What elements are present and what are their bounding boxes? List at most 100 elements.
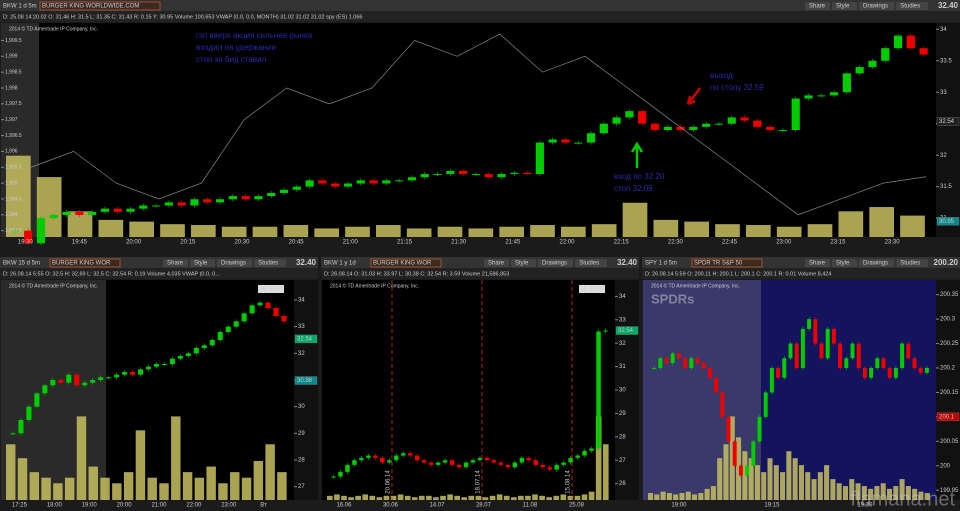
copyright: 2014 © TD Ameritrade IP Company, Inc. [651, 282, 740, 289]
last-price: 32.40 [617, 258, 638, 267]
volume-bar [761, 472, 767, 500]
volume-bar [648, 493, 654, 500]
y2-tick-label: 1,999 [5, 54, 18, 60]
toolbar-button-label[interactable]: Drawings [542, 261, 567, 267]
volume-bar [355, 495, 361, 500]
candle [257, 302, 263, 306]
toolbar-button-label[interactable]: Studies [900, 4, 920, 10]
candle [292, 186, 301, 190]
toolbar-button[interactable] [859, 2, 895, 10]
candle [664, 358, 669, 364]
candle [380, 457, 385, 463]
volume-bar [792, 458, 798, 500]
toolbar-button-label[interactable]: Studies [258, 261, 278, 267]
comparison-line [30, 33, 927, 216]
toolbar-button-label[interactable]: Share [809, 4, 826, 10]
volume-bar [830, 479, 836, 500]
toolbar-button-label[interactable]: Style [194, 261, 208, 267]
x-tick-label: Вт [260, 503, 267, 509]
toolbar-button-label[interactable]: Style [836, 4, 850, 10]
symbol: BKW 1 d 5m [3, 4, 37, 10]
candle [612, 117, 621, 124]
toolbar-button[interactable] [896, 259, 928, 267]
volume-bar [868, 488, 874, 500]
candle [714, 377, 719, 393]
volume-bar [900, 215, 925, 237]
toolbar-button[interactable] [832, 2, 857, 10]
toolbar-button[interactable] [575, 259, 607, 267]
toolbar-button-label[interactable]: Drawings [221, 261, 246, 267]
toolbar-button[interactable] [832, 259, 857, 267]
name-box [691, 258, 763, 268]
volume-bar [98, 219, 124, 237]
toolbar-button[interactable] [190, 259, 215, 267]
y-tick-label: 30 [619, 388, 626, 394]
candle [831, 328, 836, 344]
volume-bar [376, 225, 401, 237]
toolbar-button-label[interactable]: Style [836, 261, 850, 267]
candle [228, 196, 237, 200]
volume-bar [160, 224, 185, 237]
candle [881, 358, 886, 368]
candle [177, 202, 186, 206]
toolbar-button-label[interactable]: Share [809, 261, 826, 267]
candle [407, 177, 417, 181]
toolbar-button[interactable] [511, 259, 536, 267]
candle [382, 180, 391, 184]
toolbar-button-label[interactable]: Drawings [863, 4, 888, 10]
volume-bar [869, 207, 894, 237]
candle [273, 308, 279, 316]
volume-bar [406, 228, 432, 237]
info-bar [642, 268, 960, 279]
annotation: входил на удержании [196, 43, 276, 52]
toolbar-button-label[interactable]: Drawings [863, 261, 888, 267]
y2-tick-label: 1,994.5 [5, 196, 22, 202]
toolbar-button-label[interactable]: Style [515, 261, 529, 267]
toolbar-button[interactable] [805, 2, 830, 10]
candle [401, 453, 406, 456]
toolbar-button[interactable] [254, 259, 286, 267]
toolbar-button-label[interactable]: Studies [900, 261, 920, 267]
price-marker [936, 217, 960, 226]
candle [497, 174, 506, 178]
candle [50, 380, 56, 386]
x-tick-label: 22:15 [614, 240, 630, 246]
x-tick-label: 16.06 [336, 503, 352, 509]
volume-bar [685, 491, 691, 500]
toolbar-button[interactable] [217, 259, 253, 267]
toolbar-button[interactable] [163, 259, 188, 267]
toolbar-button[interactable] [896, 2, 928, 10]
annotation: гэп вверх акция сильнее рынка [196, 31, 313, 40]
candle [491, 460, 497, 463]
candle [267, 192, 276, 197]
volume-bar [376, 497, 383, 500]
candle [791, 98, 800, 130]
toolbar-button-label[interactable]: Share [488, 261, 505, 267]
candle [533, 460, 538, 465]
x-tick-label: 20:00 [126, 240, 142, 246]
volume-bar [861, 486, 867, 500]
candle [695, 358, 700, 364]
y-tick-label: 200 [940, 463, 951, 469]
annotation: стоп 32.09 [614, 184, 653, 193]
candle [740, 117, 749, 121]
info-line: D: 26.08.14 5:55 O: 32.5 H: 32.69 L: 32.… [3, 271, 220, 277]
toolbar-button-label[interactable]: Studies [579, 261, 599, 267]
candle [906, 35, 915, 49]
panel-header [0, 257, 318, 268]
info-line: D: 26.08.14 5:59 O: 200.11 H: 200.1 L: 2… [645, 271, 831, 277]
candle [689, 358, 694, 368]
shaded-session [643, 280, 761, 500]
volume-bar [532, 494, 538, 500]
toolbar-button[interactable] [805, 259, 830, 267]
candle [421, 460, 427, 463]
toolbar-button[interactable] [538, 259, 574, 267]
volume-bar [653, 219, 679, 237]
candle [794, 343, 799, 368]
toolbar-button-label[interactable]: Share [167, 261, 184, 267]
y-tick-label: 30 [298, 404, 305, 410]
volume-bar [437, 226, 463, 237]
toolbar-button[interactable] [859, 259, 895, 267]
volume-bar [899, 479, 905, 500]
toolbar-button[interactable] [484, 259, 509, 267]
